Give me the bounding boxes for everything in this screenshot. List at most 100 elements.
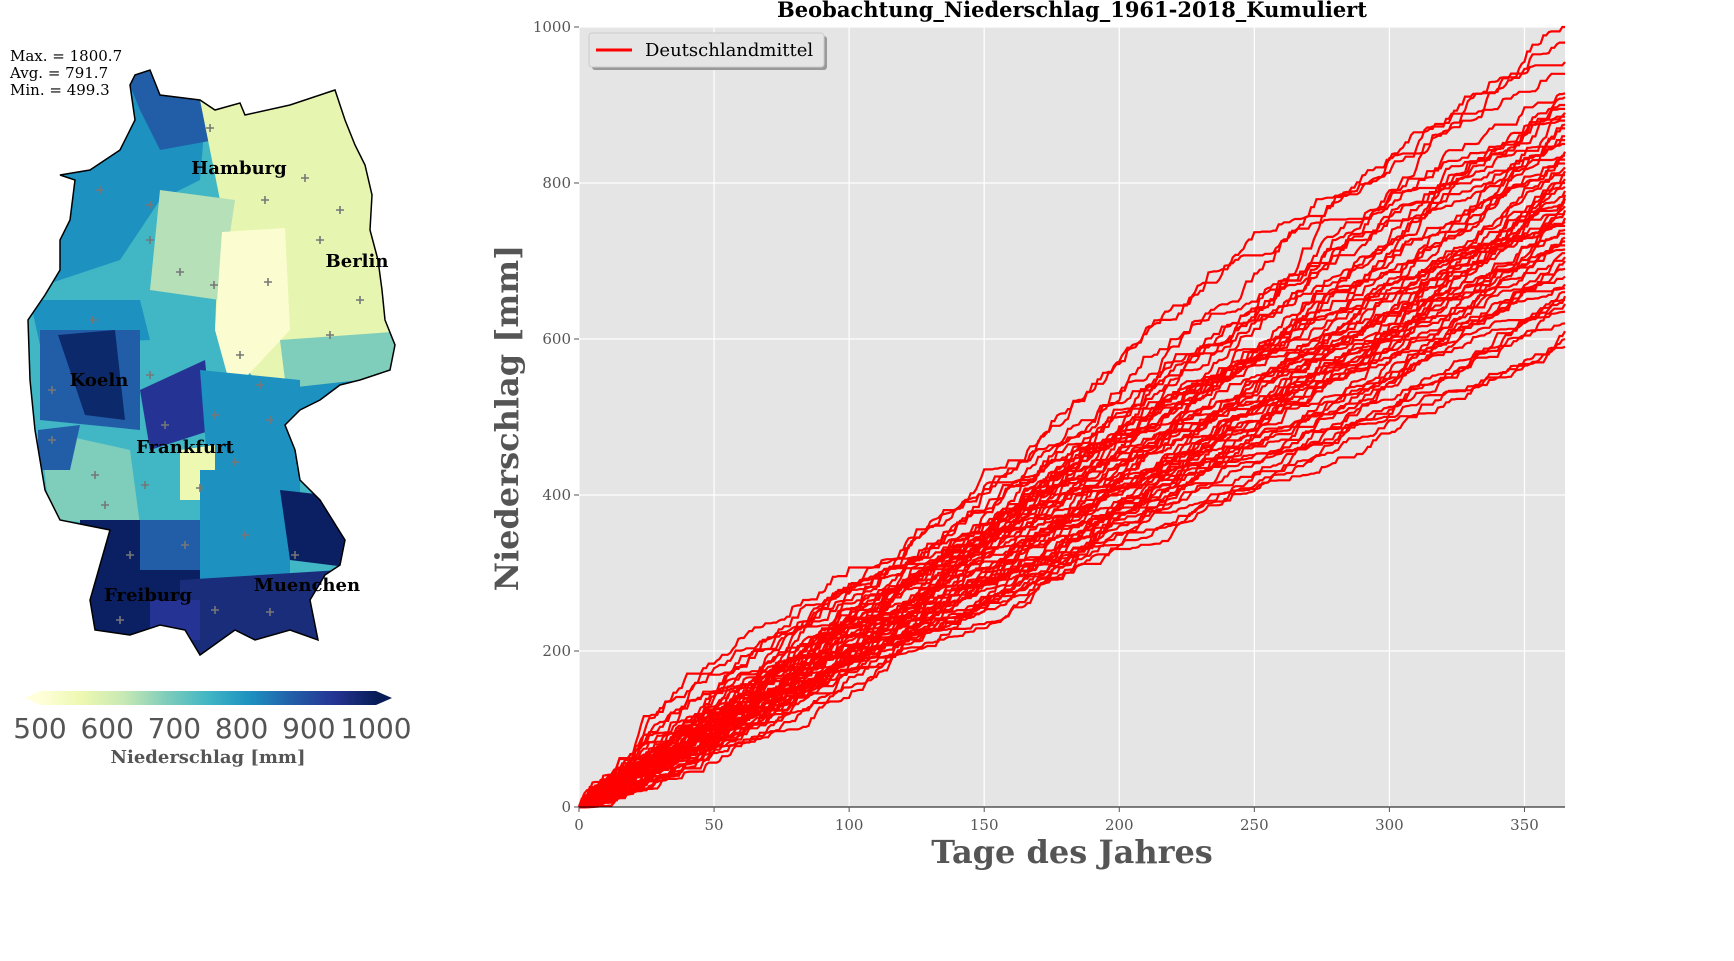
stat-max: Max. = 1800.7 bbox=[10, 47, 123, 65]
city-label-koeln: Koeln bbox=[70, 370, 129, 391]
station-marker-icon bbox=[266, 416, 274, 424]
series-line bbox=[578, 217, 1567, 808]
series-line bbox=[579, 298, 1565, 809]
series-line bbox=[578, 41, 1565, 808]
colorbar-tick-label: 700 bbox=[148, 712, 201, 745]
series-line bbox=[579, 228, 1566, 809]
station-marker-icon bbox=[146, 201, 154, 209]
series-line bbox=[579, 248, 1566, 809]
series-line bbox=[579, 260, 1566, 809]
series-line bbox=[578, 96, 1566, 808]
x-axis-label: Tage des Jahres bbox=[931, 833, 1213, 871]
map-regions bbox=[28, 70, 395, 655]
station-marker-icon bbox=[176, 268, 184, 276]
station-marker-icon bbox=[91, 471, 99, 479]
map-statistics: Max. = 1800.7 Avg. = 791.7 Min. = 499.3 bbox=[10, 48, 122, 99]
station-marker-icon bbox=[146, 371, 154, 379]
station-marker-icon bbox=[196, 484, 204, 492]
colorbar-extend-min bbox=[25, 691, 40, 705]
series-line bbox=[578, 337, 1566, 809]
series-line bbox=[578, 224, 1565, 808]
series-line bbox=[578, 322, 1566, 809]
y-tick-label: 0 bbox=[561, 798, 571, 816]
series-line bbox=[578, 213, 1565, 808]
series-line bbox=[578, 135, 1565, 809]
station-marker-icon bbox=[231, 458, 239, 466]
station-marker-icon bbox=[181, 541, 189, 549]
series-line bbox=[579, 190, 1567, 809]
colorbar-tick-label: 1000 bbox=[340, 712, 411, 745]
series-line bbox=[579, 139, 1565, 809]
series-line bbox=[578, 92, 1566, 809]
station-markers bbox=[48, 124, 364, 624]
colorbar-label: Niederschlag [mm] bbox=[111, 747, 306, 768]
series-line bbox=[579, 291, 1565, 809]
series-line bbox=[578, 25, 1565, 809]
y-tick-label: 800 bbox=[542, 174, 571, 192]
series-line bbox=[579, 205, 1566, 809]
station-marker-icon bbox=[264, 278, 272, 286]
y-tick-label: 400 bbox=[542, 486, 571, 504]
series-line bbox=[578, 142, 1565, 808]
series-line bbox=[579, 127, 1565, 809]
series-line bbox=[579, 162, 1565, 809]
series-line bbox=[579, 158, 1565, 809]
series-line bbox=[578, 185, 1566, 809]
series-line bbox=[578, 61, 1566, 808]
series-line bbox=[577, 201, 1565, 808]
series-line bbox=[579, 236, 1566, 809]
series-line bbox=[579, 72, 1565, 809]
series-line bbox=[578, 252, 1565, 809]
series-line bbox=[578, 151, 1566, 808]
city-label-muenchen: Muenchen bbox=[254, 575, 360, 596]
series-line bbox=[579, 209, 1567, 809]
stat-avg: Avg. = 791.7 bbox=[10, 64, 109, 82]
station-marker-icon bbox=[211, 411, 219, 419]
germany-outline bbox=[27, 69, 396, 657]
station-marker-icon bbox=[301, 174, 309, 182]
series-line bbox=[578, 174, 1565, 808]
series-line bbox=[579, 119, 1565, 809]
legend-entry-deutschlandmittel: Deutschlandmittel bbox=[645, 40, 813, 61]
series-line bbox=[578, 221, 1566, 808]
x-tick-label: 300 bbox=[1375, 816, 1404, 834]
series-line bbox=[579, 295, 1567, 809]
x-tick-label: 250 bbox=[1240, 816, 1269, 834]
city-label-berlin: Berlin bbox=[326, 251, 389, 272]
station-marker-icon bbox=[316, 236, 324, 244]
x-tick-label: 350 bbox=[1510, 816, 1539, 834]
y-tick-label: 200 bbox=[542, 642, 571, 660]
series-line bbox=[578, 345, 1566, 809]
station-marker-icon bbox=[336, 206, 344, 214]
y-tick-label: 1000 bbox=[533, 18, 571, 36]
x-tick-label: 50 bbox=[705, 816, 724, 834]
colorbar: 500 600 700 800 900 1000 Niederschlag [mm] bbox=[13, 691, 412, 768]
series-line bbox=[579, 330, 1566, 809]
y-tick-label: 600 bbox=[542, 330, 571, 348]
city-label-hamburg: Hamburg bbox=[191, 158, 287, 179]
series-line bbox=[579, 244, 1565, 809]
colorbar-tick-label: 600 bbox=[80, 712, 133, 745]
city-label-frankfurt: Frankfurt bbox=[136, 437, 234, 458]
series-line bbox=[578, 303, 1566, 809]
station-marker-icon bbox=[48, 386, 56, 394]
colorbar-tick-label: 500 bbox=[13, 712, 66, 745]
station-marker-icon bbox=[261, 196, 269, 204]
series-line bbox=[578, 232, 1565, 808]
x-ticks: 0 50 100 150 200 250 300 350 bbox=[574, 807, 1539, 834]
grid bbox=[578, 26, 1565, 808]
station-marker-icon bbox=[210, 281, 218, 289]
x-tick-label: 0 bbox=[574, 816, 584, 834]
series-line bbox=[578, 107, 1565, 809]
series-line bbox=[579, 181, 1565, 809]
station-marker-icon bbox=[161, 421, 169, 429]
series-line bbox=[578, 256, 1566, 808]
station-marker-icon bbox=[256, 381, 264, 389]
series-line bbox=[578, 154, 1565, 808]
station-marker-icon bbox=[101, 501, 109, 509]
stat-min: Min. = 499.3 bbox=[10, 81, 110, 99]
series-line bbox=[579, 103, 1565, 809]
station-marker-icon bbox=[141, 481, 149, 489]
series-line bbox=[577, 123, 1566, 808]
station-marker-icon bbox=[266, 608, 274, 616]
